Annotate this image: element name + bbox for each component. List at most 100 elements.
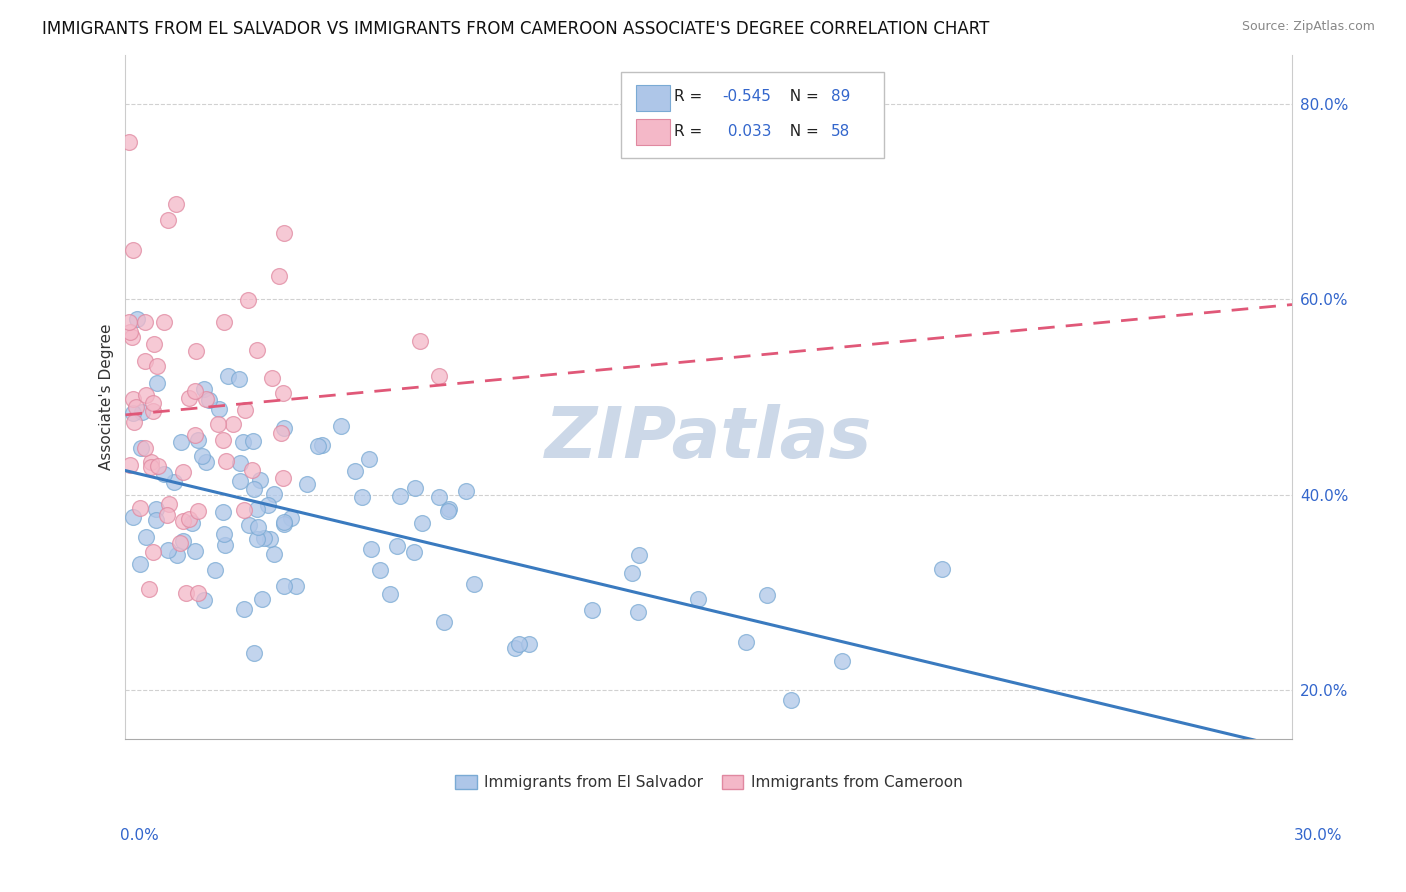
Point xyxy=(125,400,148,414)
Point xyxy=(146,458,169,473)
Point xyxy=(628,548,651,562)
Point xyxy=(454,483,477,498)
Point xyxy=(193,382,215,396)
Point xyxy=(404,481,426,495)
Point xyxy=(181,516,204,530)
Point xyxy=(129,500,152,515)
Point xyxy=(357,451,380,466)
Point xyxy=(183,543,205,558)
Point xyxy=(409,334,432,348)
Point xyxy=(172,514,194,528)
Point xyxy=(145,502,167,516)
Text: R =: R = xyxy=(673,89,707,104)
Point xyxy=(246,502,269,516)
Point xyxy=(152,315,174,329)
Point xyxy=(233,602,256,616)
Point xyxy=(229,456,252,470)
Legend: Immigrants from El Salvador, Immigrants from Cameroon: Immigrants from El Salvador, Immigrants … xyxy=(449,769,969,797)
Point xyxy=(177,391,200,405)
Point xyxy=(157,497,180,511)
Point xyxy=(179,511,201,525)
Point xyxy=(193,592,215,607)
Text: 0.0%: 0.0% xyxy=(120,829,159,843)
Text: 30.0%: 30.0% xyxy=(1295,829,1343,843)
Point xyxy=(122,510,145,524)
Point xyxy=(385,539,408,553)
Point xyxy=(118,315,141,329)
Point xyxy=(143,336,166,351)
Point xyxy=(214,527,236,541)
Point xyxy=(263,487,285,501)
Point xyxy=(755,588,778,602)
Text: 0.033: 0.033 xyxy=(723,124,772,138)
Point xyxy=(212,433,235,447)
Point xyxy=(517,637,540,651)
Point xyxy=(259,532,281,546)
Point xyxy=(134,354,156,368)
Point xyxy=(437,501,460,516)
Text: 58: 58 xyxy=(831,124,851,138)
Point xyxy=(135,387,157,401)
Point xyxy=(187,585,209,599)
Point xyxy=(146,359,169,373)
Point xyxy=(280,511,302,525)
Point xyxy=(127,312,149,326)
Point xyxy=(217,369,239,384)
Point xyxy=(229,474,252,488)
Point xyxy=(378,587,401,601)
Point xyxy=(627,605,650,619)
Point xyxy=(581,603,603,617)
Point xyxy=(142,396,165,410)
Point xyxy=(157,542,180,557)
Point xyxy=(191,449,214,463)
Point xyxy=(621,566,644,581)
Point xyxy=(271,386,294,401)
Point xyxy=(121,330,143,344)
Point xyxy=(156,508,179,522)
Point xyxy=(187,433,209,447)
Point xyxy=(427,368,450,383)
Point xyxy=(228,372,250,386)
Point xyxy=(184,427,207,442)
Point xyxy=(122,392,145,406)
Point xyxy=(307,439,329,453)
Text: IMMIGRANTS FROM EL SALVADOR VS IMMIGRANTS FROM CAMEROON ASSOCIATE'S DEGREE CORRE: IMMIGRANTS FROM EL SALVADOR VS IMMIGRANT… xyxy=(42,20,990,37)
Point xyxy=(273,471,295,485)
Text: ZIPatlas: ZIPatlas xyxy=(546,404,872,473)
Point xyxy=(142,545,165,559)
Point xyxy=(172,465,194,479)
Point xyxy=(186,343,208,358)
Point xyxy=(350,490,373,504)
Point xyxy=(169,536,191,550)
Point xyxy=(686,592,709,607)
Text: -0.545: -0.545 xyxy=(723,89,772,104)
Point xyxy=(122,415,145,429)
Point xyxy=(503,640,526,655)
Point xyxy=(121,243,143,257)
Point xyxy=(129,557,152,571)
Point xyxy=(508,637,530,651)
FancyBboxPatch shape xyxy=(637,119,671,145)
Point xyxy=(172,534,194,549)
Point xyxy=(207,417,229,431)
Point xyxy=(163,475,186,490)
Point xyxy=(270,425,292,440)
Point xyxy=(142,404,165,418)
FancyBboxPatch shape xyxy=(637,85,671,112)
Point xyxy=(232,434,254,449)
Point xyxy=(242,434,264,448)
Point xyxy=(166,548,188,562)
Point xyxy=(343,464,366,478)
Point xyxy=(118,326,141,340)
Point xyxy=(145,513,167,527)
Point xyxy=(131,442,153,456)
Point xyxy=(931,561,953,575)
Point xyxy=(273,516,295,531)
Point xyxy=(360,542,382,557)
Point xyxy=(207,402,229,417)
Point xyxy=(247,520,270,534)
Point xyxy=(831,654,853,668)
Point xyxy=(212,315,235,329)
Point xyxy=(780,693,803,707)
Point xyxy=(135,530,157,544)
